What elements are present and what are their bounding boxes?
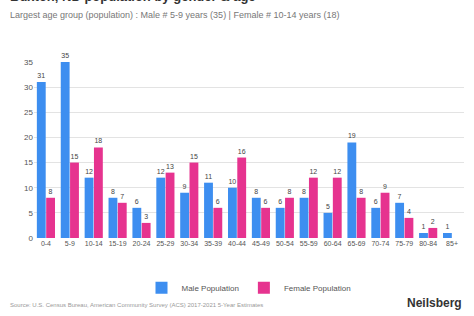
svg-text:30: 30	[24, 83, 33, 92]
svg-text:2: 2	[431, 218, 435, 225]
svg-text:Female Population: Female Population	[284, 284, 351, 293]
svg-text:70-74: 70-74	[371, 240, 389, 247]
svg-text:20-24: 20-24	[133, 240, 151, 247]
svg-text:35-39: 35-39	[204, 240, 222, 247]
svg-text:6: 6	[278, 198, 282, 205]
svg-text:45-49: 45-49	[252, 240, 270, 247]
svg-text:3: 3	[144, 213, 148, 220]
svg-text:40-44: 40-44	[228, 240, 246, 247]
svg-text:Male Population: Male Population	[182, 284, 239, 293]
svg-text:31: 31	[37, 72, 45, 79]
svg-text:6: 6	[264, 198, 268, 205]
svg-text:85+: 85+	[446, 240, 458, 247]
svg-text:15-19: 15-19	[109, 240, 127, 247]
svg-text:6: 6	[216, 198, 220, 205]
svg-text:12: 12	[85, 168, 93, 175]
svg-text:5: 5	[29, 209, 34, 218]
svg-text:30-34: 30-34	[180, 240, 198, 247]
svg-text:25-29: 25-29	[156, 240, 174, 247]
svg-text:20: 20	[24, 133, 33, 142]
svg-text:9: 9	[183, 183, 187, 190]
svg-text:75-79: 75-79	[395, 240, 413, 247]
svg-text:6: 6	[374, 198, 378, 205]
svg-text:8: 8	[287, 188, 291, 195]
svg-text:Neilsberg: Neilsberg	[407, 296, 462, 310]
svg-text:0-4: 0-4	[41, 240, 51, 247]
svg-text:5-9: 5-9	[65, 240, 75, 247]
svg-text:8: 8	[254, 188, 258, 195]
svg-text:16: 16	[238, 148, 246, 155]
svg-text:12: 12	[333, 168, 341, 175]
svg-text:5: 5	[326, 203, 330, 210]
svg-text:11: 11	[205, 173, 212, 180]
svg-text:8: 8	[359, 188, 363, 195]
svg-text:10-14: 10-14	[85, 240, 103, 247]
svg-text:50-54: 50-54	[276, 240, 294, 247]
svg-text:12: 12	[157, 168, 165, 175]
svg-text:1: 1	[422, 223, 426, 230]
svg-text:12: 12	[309, 168, 317, 175]
svg-text:4: 4	[407, 208, 411, 215]
svg-text:7: 7	[398, 193, 402, 200]
svg-text:7: 7	[120, 193, 124, 200]
svg-text:10: 10	[228, 178, 236, 185]
svg-text:19: 19	[348, 132, 356, 139]
svg-text:15: 15	[24, 158, 33, 167]
svg-text:8: 8	[302, 188, 306, 195]
svg-text:8: 8	[49, 188, 53, 195]
svg-text:13: 13	[166, 163, 174, 170]
svg-text:35: 35	[61, 52, 69, 59]
svg-text:6: 6	[135, 198, 139, 205]
svg-text:35: 35	[24, 58, 33, 67]
svg-text:15: 15	[71, 153, 79, 160]
svg-text:18: 18	[94, 137, 102, 144]
svg-text:60-64: 60-64	[324, 240, 342, 247]
svg-text:8: 8	[111, 188, 115, 195]
svg-text:Source: U.S. Census Bureau, Am: Source: U.S. Census Bureau, American Com…	[10, 302, 263, 308]
svg-text:55-59: 55-59	[300, 240, 318, 247]
svg-text:9: 9	[383, 183, 387, 190]
svg-text:0: 0	[29, 234, 34, 243]
svg-text:Largest age group (population): Largest age group (population) : Male # …	[10, 10, 340, 20]
svg-text:Buxton, ND population by gende: Buxton, ND population by gender & age	[10, 0, 256, 4]
svg-text:80-84: 80-84	[419, 240, 437, 247]
svg-text:25: 25	[24, 108, 33, 117]
svg-text:15: 15	[190, 153, 198, 160]
svg-text:10: 10	[24, 184, 33, 193]
svg-text:65-69: 65-69	[348, 240, 366, 247]
svg-text:1: 1	[445, 223, 449, 230]
